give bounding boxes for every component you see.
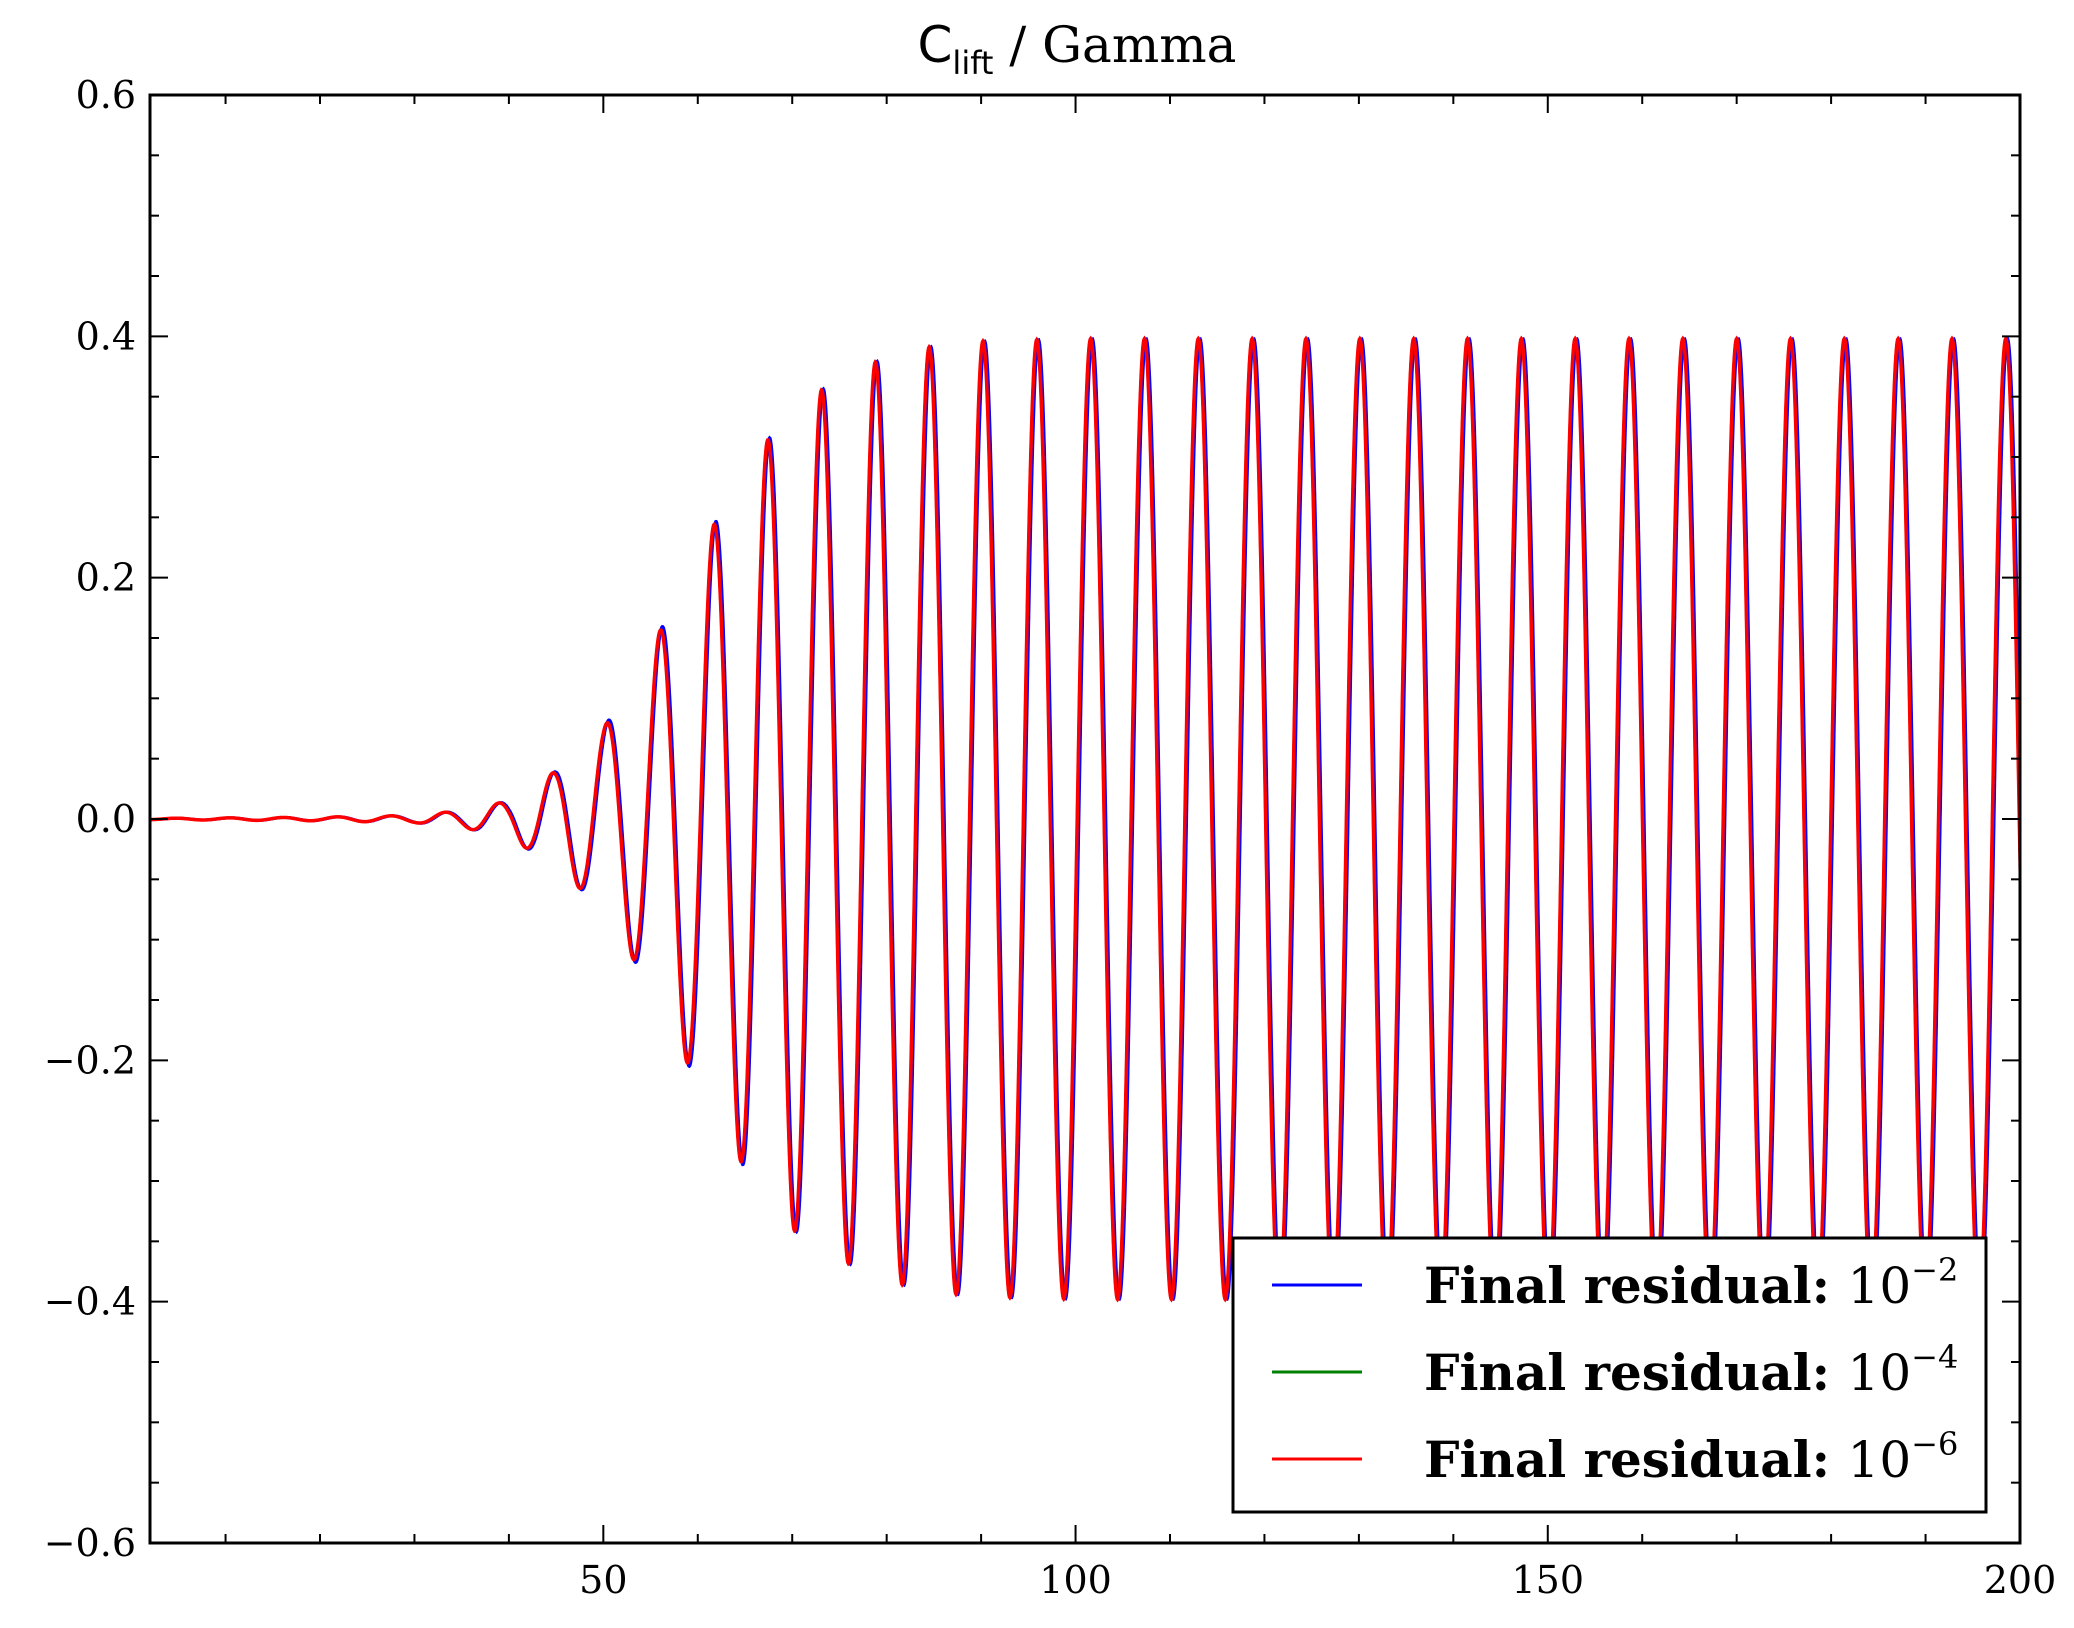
- y-tick-label: −0.4: [44, 1280, 136, 1324]
- y-tick-label: 0.6: [76, 73, 136, 117]
- legend-label-2-text: Final residual:: [1424, 1343, 1848, 1402]
- y-tick-label: 0.4: [76, 314, 136, 358]
- series-line-3: [150, 335, 2020, 1303]
- legend: Final residual: 10−2 Final residual: 10−…: [1231, 1236, 1988, 1514]
- chart-title: Clift / Gamma: [918, 16, 1237, 82]
- y-tick-label: −0.6: [44, 1521, 136, 1565]
- y-tick-label: 0.2: [76, 556, 136, 600]
- legend-label-2-exp: −4: [1911, 1338, 1958, 1376]
- y-tick-label: 0.0: [76, 797, 136, 841]
- legend-label-1: Final residual: 10−2: [1424, 1251, 1958, 1315]
- title-rest: / Gamma: [993, 16, 1236, 74]
- legend-label-1-text: Final residual:: [1424, 1256, 1848, 1315]
- x-tick-label: 50: [579, 1558, 627, 1602]
- legend-label-1-base: 10: [1848, 1257, 1912, 1315]
- legend-label-3: Final residual: 10−6: [1424, 1425, 1958, 1489]
- x-tick-label: 150: [1512, 1558, 1585, 1602]
- x-tick-label: 100: [1039, 1558, 1112, 1602]
- legend-entry-2: Final residual: 10−4: [1272, 1338, 1958, 1402]
- title-symbol: C: [918, 16, 953, 74]
- legend-label-1-exp: −2: [1911, 1251, 1958, 1289]
- series-layer: [150, 335, 2020, 1303]
- legend-label-3-exp: −6: [1911, 1425, 1958, 1463]
- y-tick-label: −0.2: [44, 1038, 136, 1082]
- tick-layer: [150, 94, 2020, 1544]
- legend-entry-3: Final residual: 10−6: [1272, 1425, 1958, 1489]
- legend-label-2-base: 10: [1848, 1344, 1912, 1402]
- legend-entry-1: Final residual: 10−2: [1272, 1251, 1958, 1315]
- title-subscript: lift: [952, 44, 993, 82]
- legend-label-3-base: 10: [1848, 1431, 1912, 1489]
- legend-label-2: Final residual: 10−4: [1424, 1338, 1958, 1402]
- tick-label-layer: 50 100 150 200 −0.6 −0.4 −0.2 0.0 0.2 0.4 0.6: [44, 73, 2057, 1602]
- legend-label-3-text: Final residual:: [1424, 1430, 1848, 1489]
- x-tick-label: 200: [1984, 1558, 2057, 1602]
